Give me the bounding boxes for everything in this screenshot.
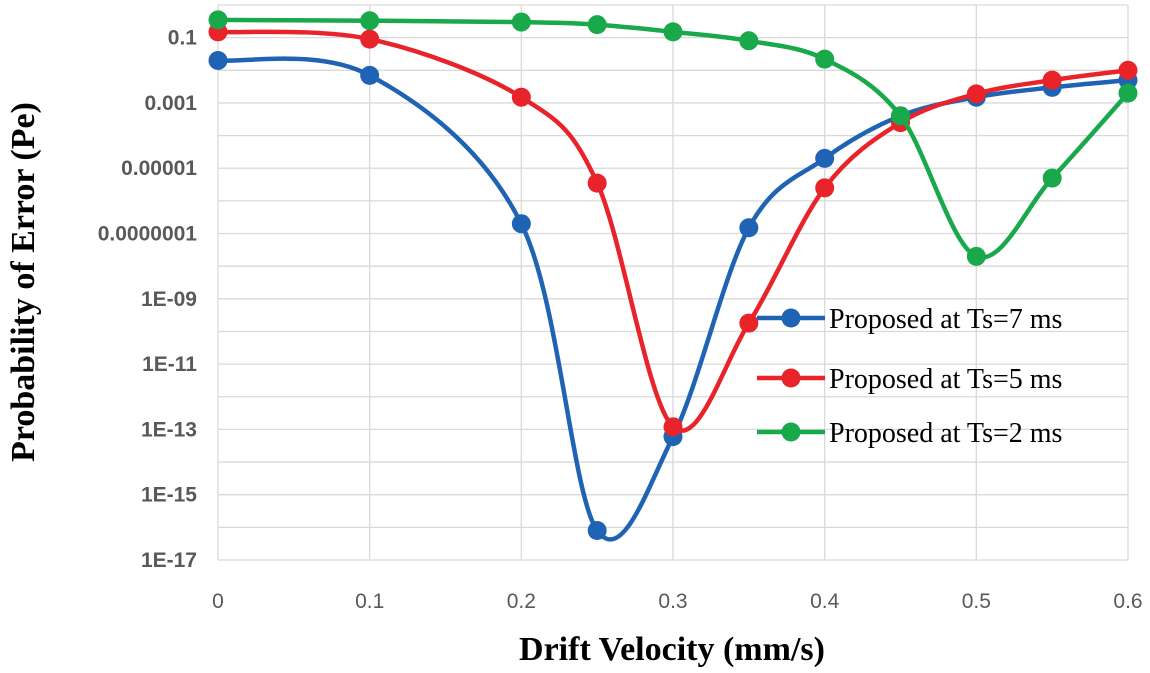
- y-axis-ticks: 0.1 0.001 0.00001 0.0000001 1E-09 1E-11 1E-13 1…: [98, 27, 198, 572]
- legend-item-3: Proposed at Ts=2 ms: [757, 418, 1062, 449]
- data-point: [360, 65, 380, 85]
- data-point: [1118, 60, 1138, 80]
- x-axis-title: Drift Velocity (mm/s): [519, 631, 825, 668]
- x-tick-label: 0.1: [355, 590, 384, 613]
- legend-label: Proposed at Ts=5 ms: [829, 364, 1062, 395]
- x-tick-label: 0.6: [1113, 590, 1142, 613]
- data-point: [815, 178, 835, 198]
- y-tick-label: 0.001: [144, 92, 197, 115]
- data-point: [663, 417, 683, 437]
- data-point: [511, 12, 531, 32]
- data-point: [739, 218, 759, 238]
- data-point: [360, 11, 380, 31]
- data-point: [1042, 168, 1062, 188]
- legend-marker: [781, 308, 801, 328]
- x-tick-label: 0: [212, 590, 224, 613]
- x-tick-label: 0.3: [658, 590, 687, 613]
- x-tick-label: 0.2: [507, 590, 536, 613]
- data-point: [891, 106, 910, 126]
- data-point: [511, 87, 531, 107]
- legend-item-1: Proposed at Ts=7 ms: [757, 304, 1062, 335]
- data-point: [966, 246, 986, 266]
- data-point: [1042, 70, 1062, 90]
- x-tick-label: 0.5: [962, 590, 991, 613]
- y-tick-label: 0.00001: [121, 157, 197, 180]
- data-point: [511, 214, 531, 234]
- data-point: [587, 15, 607, 35]
- plot-series: [208, 10, 1138, 542]
- data-point: [1118, 83, 1138, 103]
- legend: Proposed at Ts=7 ms Proposed at Ts=5 ms Pr…: [757, 304, 1062, 449]
- legend-label: Proposed at Ts=2 ms: [829, 418, 1062, 449]
- y-tick-label: 1E-17: [141, 549, 197, 572]
- legend-marker: [781, 368, 801, 388]
- legend-marker: [781, 422, 801, 442]
- series-2: [208, 22, 1138, 437]
- y-tick-label: 0.0000001: [98, 223, 198, 246]
- y-axis-title: Probability of Error (Pe): [5, 102, 42, 462]
- data-point: [360, 29, 380, 49]
- x-tick-label: 0.4: [810, 590, 840, 613]
- data-point: [587, 173, 607, 193]
- data-point: [587, 521, 607, 541]
- data-point: [815, 49, 835, 69]
- legend-item-2: Proposed at Ts=5 ms: [757, 364, 1062, 395]
- data-point: [208, 50, 228, 70]
- data-point: [663, 22, 683, 42]
- y-tick-label: 1E-13: [141, 418, 197, 441]
- data-point: [739, 313, 759, 333]
- data-point: [208, 10, 228, 30]
- grid: [217, 4, 1129, 561]
- x-axis-ticks: 0 0.1 0.2 0.3 0.4 0.5 0.6: [212, 590, 1142, 613]
- y-tick-label: 1E-15: [141, 484, 197, 507]
- data-point: [739, 31, 759, 51]
- y-tick-label: 0.1: [168, 27, 198, 50]
- legend-label: Proposed at Ts=7 ms: [829, 304, 1062, 335]
- y-tick-label: 1E-09: [141, 288, 197, 311]
- data-point: [815, 148, 835, 168]
- y-tick-label: 1E-11: [142, 353, 197, 376]
- series-3: [208, 10, 1138, 266]
- data-point: [966, 84, 986, 104]
